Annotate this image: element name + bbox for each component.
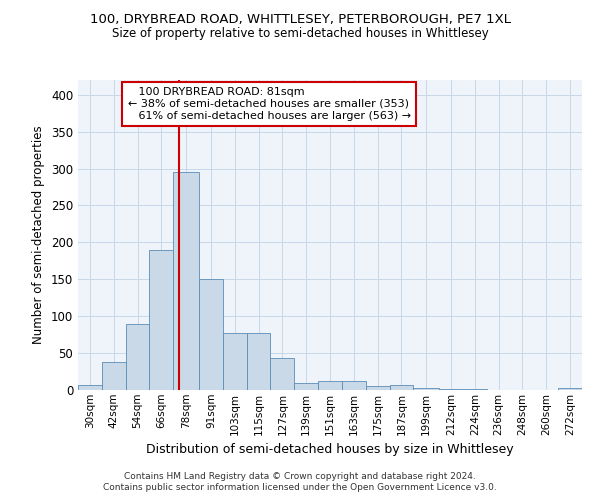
Bar: [247, 333, 271, 390]
X-axis label: Distribution of semi-detached houses by size in Whittlesey: Distribution of semi-detached houses by …: [146, 443, 514, 456]
Bar: [413, 388, 439, 390]
Text: Contains HM Land Registry data © Crown copyright and database right 2024.: Contains HM Land Registry data © Crown c…: [124, 472, 476, 481]
Bar: [199, 280, 223, 390]
Bar: [558, 388, 582, 390]
Bar: [271, 358, 294, 390]
Bar: [366, 386, 389, 390]
Text: 100, DRYBREAD ROAD, WHITTLESEY, PETERBOROUGH, PE7 1XL: 100, DRYBREAD ROAD, WHITTLESEY, PETERBOR…: [89, 12, 511, 26]
Bar: [125, 324, 149, 390]
Bar: [102, 362, 125, 390]
Bar: [439, 388, 463, 390]
Bar: [389, 385, 413, 390]
Bar: [223, 333, 247, 390]
Bar: [318, 381, 342, 390]
Text: 100 DRYBREAD ROAD: 81sqm
← 38% of semi-detached houses are smaller (353)
   61% : 100 DRYBREAD ROAD: 81sqm ← 38% of semi-d…: [128, 88, 411, 120]
Bar: [78, 385, 102, 390]
Text: Contains public sector information licensed under the Open Government Licence v3: Contains public sector information licen…: [103, 484, 497, 492]
Text: Size of property relative to semi-detached houses in Whittlesey: Size of property relative to semi-detach…: [112, 28, 488, 40]
Bar: [149, 250, 173, 390]
Bar: [294, 382, 318, 390]
Bar: [173, 172, 199, 390]
Bar: [342, 381, 366, 390]
Y-axis label: Number of semi-detached properties: Number of semi-detached properties: [32, 126, 46, 344]
